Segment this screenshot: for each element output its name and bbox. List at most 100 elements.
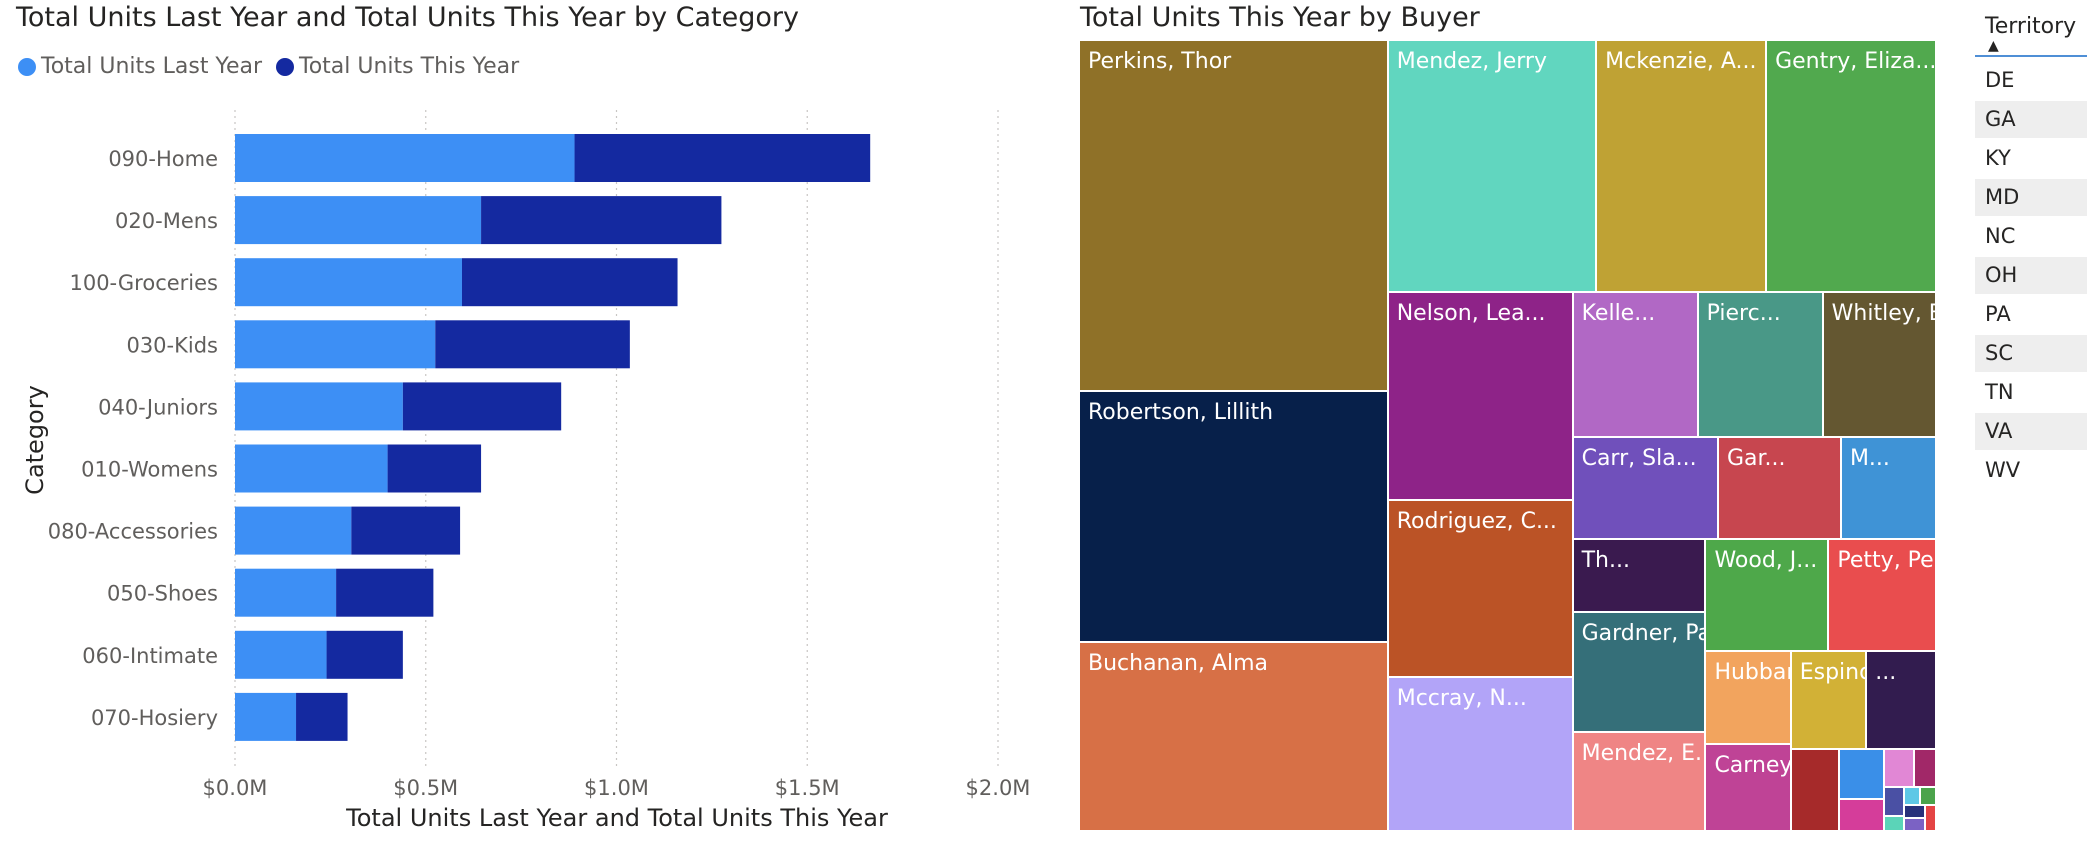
slicer-header[interactable]: Territory (1985, 14, 2077, 39)
treemap-cell-label: Mckenzie, A... (1605, 49, 1757, 74)
treemap-cell-label: M... (1849, 446, 1890, 472)
bar-this-year[interactable] (336, 568, 434, 617)
treemap-cell[interactable]: Mendez, E... (1572, 732, 1706, 831)
bar-this-year[interactable] (435, 320, 630, 369)
treemap-cell[interactable]: Gardner, Pa... (1572, 612, 1706, 733)
treemap-cell-label: Whitley, Blair (1831, 300, 1935, 326)
bar-last-year[interactable] (235, 382, 403, 431)
treemap-cell[interactable] (1913, 748, 1936, 788)
treemap-cell[interactable] (1884, 787, 1904, 817)
treemap-cell-label: Mendez, E... (1581, 741, 1706, 767)
treemap-cell[interactable] (1790, 748, 1840, 831)
bar-last-year[interactable] (235, 444, 388, 493)
category-label: 030-Kids (126, 333, 218, 357)
treemap-cell[interactable] (1839, 748, 1885, 800)
treemap-cell[interactable]: Petty, Pe... (1828, 539, 1936, 651)
treemap-cell[interactable]: Carr, Sla... (1572, 437, 1718, 540)
bar-last-year[interactable] (235, 258, 462, 307)
treemap-cell[interactable]: Gentry, Eliza... (1766, 40, 1936, 292)
treemap-cell[interactable] (1925, 804, 1936, 831)
slicer-item-oh[interactable]: OH (1975, 257, 2087, 294)
treemap-cell[interactable]: Espinoz... (1790, 650, 1867, 749)
treemap-cell[interactable]: Perkins, Thor (1079, 40, 1388, 391)
bar-this-year[interactable] (351, 506, 461, 555)
slicer-item-ky[interactable]: KY (1985, 146, 2011, 170)
treemap: Perkins, Thor Robertson, Lillith Buchanan,… (1079, 40, 1936, 831)
legend-dot-last-year (18, 57, 36, 76)
bar-this-year[interactable] (481, 196, 722, 245)
category-label: 020-Mens (115, 209, 218, 233)
bar-last-year[interactable] (235, 692, 297, 741)
treemap-cell[interactable]: Buchanan, Alma (1079, 641, 1388, 831)
bar-this-year[interactable] (574, 134, 871, 182)
bar-this-year[interactable] (326, 630, 403, 679)
slicer-item-tn[interactable]: TN (1985, 380, 2014, 404)
legend-label-this-year: Total Units This Year (299, 54, 520, 79)
treemap-cell[interactable]: Th... (1572, 539, 1706, 613)
treemap-cell[interactable]: Robertson, Lillith (1079, 390, 1388, 642)
x-tick-label: $0.0M (203, 776, 268, 800)
treemap-cell[interactable]: Gar... (1717, 437, 1841, 540)
treemap-cell[interactable]: M... (1840, 437, 1936, 540)
bar-chart-category-labels: 090-Home 020-Mens 100-Groceries 030-Kids 040… (48, 147, 218, 730)
slicer-item-wv[interactable]: WV (1985, 458, 2021, 482)
bar-last-year[interactable] (235, 134, 575, 182)
slicer-item-de[interactable]: DE (1985, 68, 2015, 92)
slicer-item-nc[interactable]: NC (1985, 224, 2016, 248)
treemap-cell[interactable]: Whitley, Blair (1822, 291, 1936, 438)
slicer-item-ga[interactable]: GA (1975, 101, 2087, 138)
treemap-cell[interactable] (1903, 787, 1920, 805)
slicer-item-pa[interactable]: PA (1985, 302, 2011, 326)
treemap-cell[interactable]: Pierc... (1697, 291, 1823, 438)
bar-last-year[interactable] (235, 568, 337, 617)
treemap-cell[interactable]: ... (1866, 650, 1936, 749)
treemap-cell-label: Wood, J... (1714, 548, 1818, 574)
treemap-cell[interactable]: Carney,... (1705, 744, 1791, 831)
sort-ascending-icon[interactable]: ▲ (1988, 38, 1999, 54)
treemap-cell-label: Espinoz... (1799, 659, 1866, 685)
bar-this-year[interactable] (296, 692, 348, 741)
treemap-cell[interactable] (1884, 748, 1914, 788)
x-tick-label: $1.5M (775, 776, 840, 800)
treemap-cell[interactable] (1884, 816, 1904, 831)
slicer-item-sc[interactable]: SC (1975, 335, 2087, 372)
category-label: 050-Shoes (107, 582, 218, 606)
treemap-cell[interactable]: Nelson, Lea... (1387, 291, 1573, 500)
treemap-cell[interactable]: Mendez, Jerry (1387, 40, 1597, 292)
treemap-cell[interactable] (1903, 804, 1926, 818)
treemap-cell[interactable]: Rodriguez, C... (1387, 499, 1573, 677)
category-label: 070-Hosiery (91, 706, 218, 730)
x-tick-label: $1.0M (584, 776, 649, 800)
treemap-cell-label: Hubbar... (1714, 659, 1789, 685)
bar-last-year[interactable] (235, 630, 327, 679)
treemap-cell[interactable] (1839, 799, 1885, 831)
bar-last-year[interactable] (235, 320, 436, 369)
treemap-cell[interactable] (1903, 817, 1926, 831)
treemap-cell-label: Robertson, Lillith (1088, 399, 1274, 425)
bar-last-year[interactable] (235, 196, 482, 245)
treemap-cell[interactable]: Wood, J... (1705, 539, 1829, 651)
treemap-cell-label: Carney,... (1714, 753, 1789, 779)
x-tick-label: $0.5M (393, 776, 458, 800)
treemap-cell[interactable] (1919, 787, 1936, 805)
legend-item-last-year[interactable]: Total Units Last Year (18, 54, 262, 79)
legend-label-last-year: Total Units Last Year (41, 54, 263, 79)
treemap-cell[interactable]: Mckenzie, A... (1596, 40, 1767, 292)
bar-chart-x-ticks: $0.0M $0.5M $1.0M $1.5M $2.0M (203, 776, 1031, 800)
category-label: 060-Intimate (82, 644, 218, 668)
x-axis-title: Total Units Last Year and Total Units Th… (345, 804, 888, 832)
treemap-cell[interactable]: Mccray, N... (1387, 676, 1573, 831)
treemap-cell[interactable]: Kelle... (1572, 291, 1698, 438)
slicer-item-va[interactable]: VA (1975, 413, 2087, 450)
bar-this-year[interactable] (461, 258, 678, 307)
bar-chart: 090-Home 020-Mens 100-Groceries 030-Kids 040… (21, 110, 1031, 832)
category-label: 090-Home (108, 147, 218, 171)
bar-this-year[interactable] (402, 382, 562, 431)
treemap-cell[interactable]: Hubbar... (1705, 650, 1791, 745)
legend-item-this-year[interactable]: Total Units This Year (276, 54, 519, 79)
slicer-item-md[interactable]: MD (1975, 179, 2087, 216)
treemap-cell-label: Buchanan, Alma (1088, 650, 1268, 676)
bar-this-year[interactable] (387, 444, 482, 493)
x-tick-label: $2.0M (966, 776, 1031, 800)
bar-last-year[interactable] (235, 506, 352, 555)
